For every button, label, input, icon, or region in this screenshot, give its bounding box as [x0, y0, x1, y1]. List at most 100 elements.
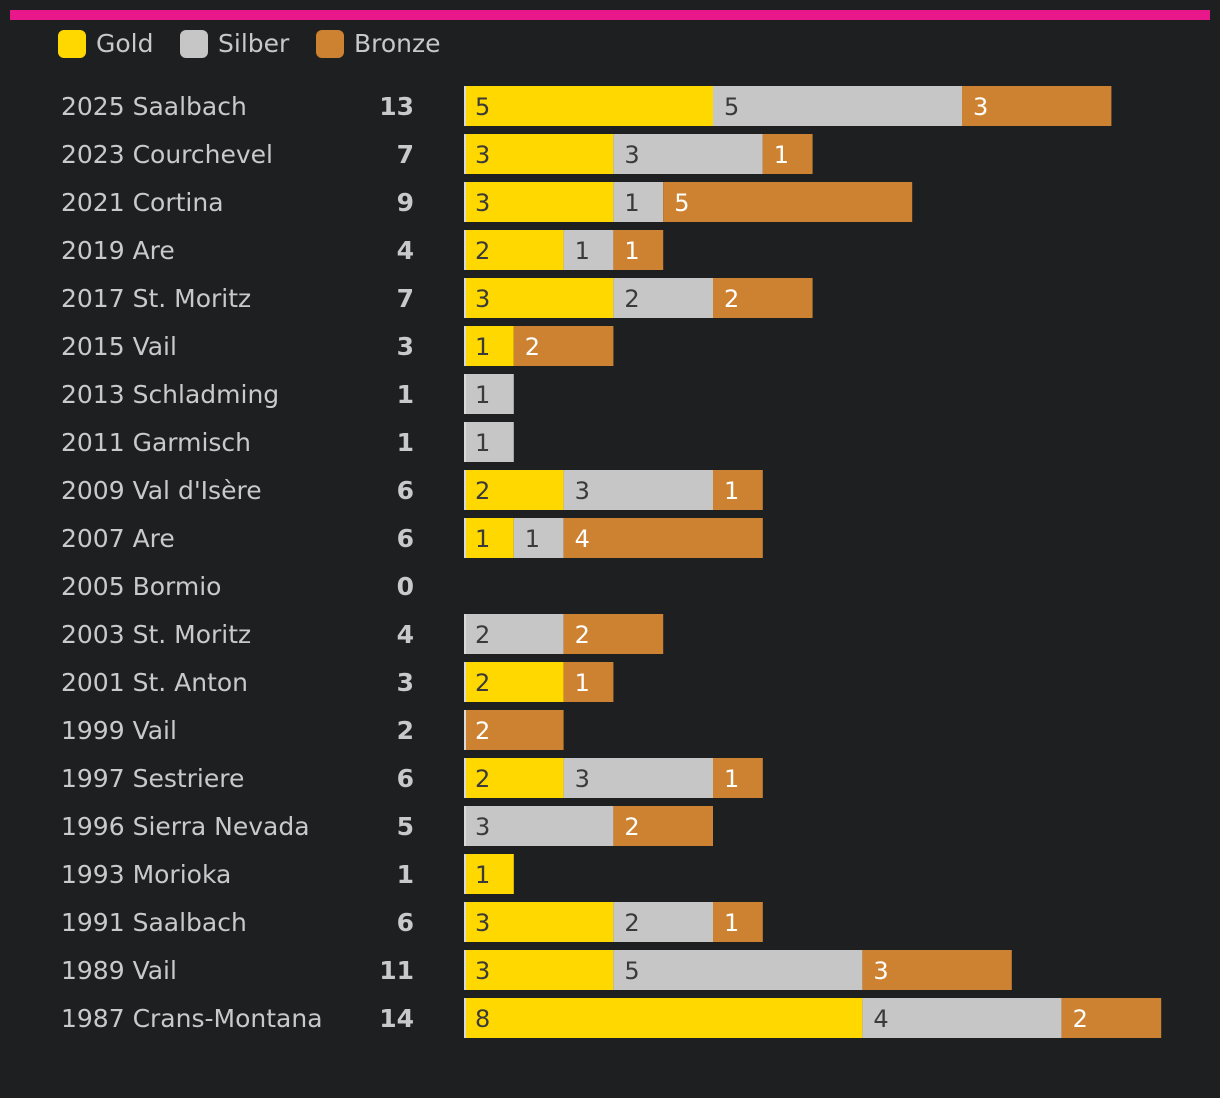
row-label: 1996 Sierra Nevada	[61, 812, 310, 841]
bar-value-silver: 4	[873, 1005, 888, 1033]
bar-value-gold: 3	[475, 957, 490, 985]
bar-value-gold: 2	[475, 669, 490, 697]
bar-value-bronze: 2	[475, 717, 490, 745]
bar-baseline	[464, 806, 466, 846]
bar-value-gold: 1	[475, 333, 490, 361]
bar-value-silver: 3	[624, 141, 639, 169]
bar-baseline	[464, 278, 466, 318]
bar-baseline	[464, 182, 466, 222]
row-label: 2001 St. Anton	[61, 668, 248, 697]
bar-segment-gold	[464, 182, 614, 222]
legend-swatch-silver	[180, 30, 208, 58]
bar-value-gold: 2	[475, 477, 490, 505]
chart-row: 1999 Vail 2 2	[61, 710, 564, 750]
chart-row: 2007 Are 6 1 1 4	[61, 518, 763, 558]
row-total: 1	[397, 428, 414, 457]
bar-segment-bronze	[464, 710, 564, 750]
row-total: 11	[379, 956, 414, 985]
row-total: 13	[379, 92, 414, 121]
bar-value-silver: 1	[475, 381, 490, 409]
legend-label-gold: Gold	[96, 29, 153, 58]
bar-value-gold: 8	[475, 1005, 490, 1033]
chart-legend: Gold Silber Bronze	[58, 29, 441, 58]
bar-segment-silver	[464, 614, 564, 654]
row-label: 2025 Saalbach	[61, 92, 247, 121]
row-total: 4	[397, 236, 414, 265]
bar-value-silver: 1	[575, 237, 590, 265]
chart-row: 1991 Saalbach 6 3 2 1	[61, 902, 763, 942]
bar-value-gold: 2	[475, 765, 490, 793]
legend-label-silver: Silber	[218, 29, 290, 58]
bar-segment-gold	[464, 950, 614, 990]
bar-baseline	[464, 950, 466, 990]
bar-baseline	[464, 470, 466, 510]
bar-segment-bronze	[563, 662, 614, 702]
bar-segment-bronze	[713, 470, 763, 510]
row-total: 2	[397, 716, 414, 745]
bar-value-bronze: 2	[1073, 1005, 1088, 1033]
accent-bar	[10, 10, 1210, 20]
bar-value-silver: 5	[724, 93, 739, 121]
row-label: 1987 Crans-Montana	[61, 1004, 323, 1033]
bar-value-bronze: 3	[873, 957, 888, 985]
row-total: 4	[397, 620, 414, 649]
row-total: 7	[397, 140, 414, 169]
bar-segment-silver	[464, 374, 514, 414]
bar-segment-bronze	[962, 86, 1112, 126]
bar-baseline	[464, 326, 466, 366]
bar-segment-gold	[464, 230, 564, 270]
bar-value-silver: 1	[475, 429, 490, 457]
bar-value-gold: 1	[475, 861, 490, 889]
bar-value-bronze: 1	[724, 477, 739, 505]
row-label: 2015 Vail	[61, 332, 177, 361]
row-total: 6	[397, 764, 414, 793]
bar-baseline	[464, 86, 466, 126]
bar-segment-silver	[613, 182, 664, 222]
bar-value-bronze: 2	[575, 621, 590, 649]
bar-value-silver: 2	[475, 621, 490, 649]
row-label: 2011 Garmisch	[61, 428, 251, 457]
bar-segment-bronze	[663, 182, 913, 222]
bar-segment-silver	[613, 950, 863, 990]
bar-baseline	[464, 710, 466, 750]
chart-row: 2009 Val d'Isère 6 2 3 1	[61, 470, 763, 510]
chart-row: 2011 Garmisch 1 1	[61, 422, 514, 462]
row-label: 1997 Sestriere	[61, 764, 244, 793]
row-label: 2013 Schladming	[61, 380, 279, 409]
bar-value-silver: 3	[575, 477, 590, 505]
bar-value-bronze: 3	[973, 93, 988, 121]
bar-segment-silver	[464, 422, 514, 462]
row-label: 1999 Vail	[61, 716, 177, 745]
legend-swatch-gold	[58, 30, 86, 58]
bar-value-gold: 5	[475, 93, 490, 121]
bar-value-gold: 3	[475, 189, 490, 217]
row-label: 2009 Val d'Isère	[61, 476, 262, 505]
bar-segment-gold	[464, 134, 614, 174]
row-label: 1993 Morioka	[61, 860, 231, 889]
bar-value-bronze: 2	[724, 285, 739, 313]
bar-segment-gold	[464, 854, 514, 894]
bar-value-bronze: 1	[575, 669, 590, 697]
row-label: 2021 Cortina	[61, 188, 224, 217]
row-total: 1	[397, 380, 414, 409]
bar-baseline	[464, 422, 466, 462]
row-total: 3	[397, 668, 414, 697]
bar-segment-silver	[613, 278, 713, 318]
bar-segment-bronze	[563, 614, 664, 654]
row-total: 6	[397, 908, 414, 937]
row-total: 5	[397, 812, 414, 841]
bar-segment-gold	[464, 278, 614, 318]
row-total: 0	[397, 572, 414, 601]
bar-baseline	[464, 518, 466, 558]
row-label: 2003 St. Moritz	[61, 620, 251, 649]
bar-value-gold: 3	[475, 285, 490, 313]
bar-value-bronze: 2	[525, 333, 540, 361]
chart-row: 2023 Courchevel 7 3 3 1	[61, 134, 813, 174]
bar-baseline	[464, 134, 466, 174]
bar-segment-bronze	[762, 134, 813, 174]
bar-baseline	[464, 758, 466, 798]
bar-segment-gold	[464, 998, 863, 1038]
chart-row: 2015 Vail 3 1 2	[61, 326, 614, 366]
